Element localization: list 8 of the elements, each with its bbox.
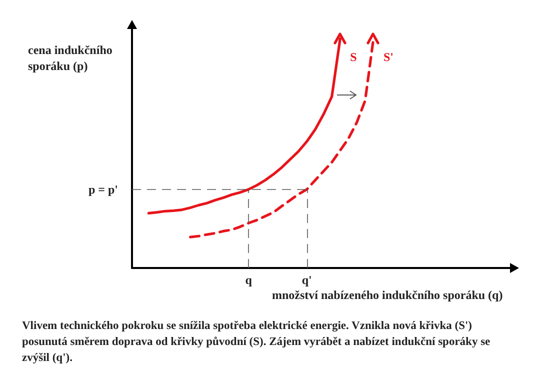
text: Vlivem technického pokroku se snížila spotřeba elektrické energie. Vznikla nová křivka (S') posunutá směrem doprava od křivky původní (S). Zájem vyrábět a nabízet indukční sporáky se zvýšil (q'). xyxy=(22,319,492,366)
series-label: S' xyxy=(383,50,394,64)
x-axis-title: množství nabízeného indukčního sporáku (q) xyxy=(272,288,503,303)
x-tick-label: q' xyxy=(302,273,312,287)
y-axis-title: cena indukčního sporáku (p) xyxy=(28,42,114,74)
ref-line-label: p = p' xyxy=(88,182,118,196)
x-tick-label: q xyxy=(245,273,252,287)
series-label: S xyxy=(350,50,358,64)
